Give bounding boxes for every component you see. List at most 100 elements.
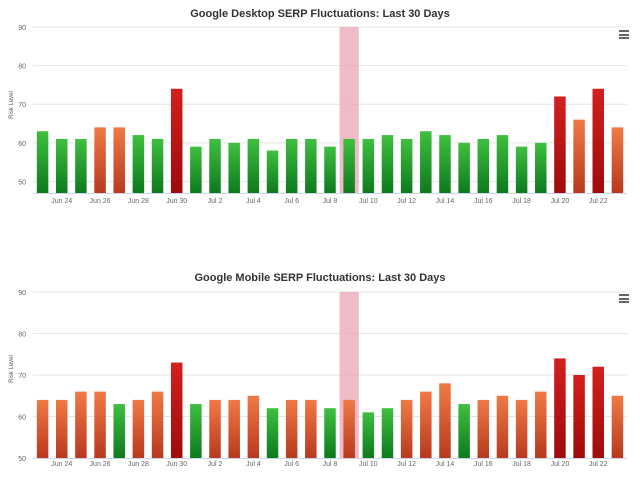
y-tick-label: 50 bbox=[18, 179, 26, 186]
x-tick-label: Jul 22 bbox=[589, 198, 608, 205]
bar[interactable] bbox=[573, 119, 585, 193]
y-tick-label: 80 bbox=[18, 332, 26, 339]
bar[interactable] bbox=[592, 88, 605, 193]
bar[interactable] bbox=[362, 138, 375, 193]
bar[interactable] bbox=[132, 399, 145, 458]
bar[interactable] bbox=[554, 96, 566, 193]
bar[interactable] bbox=[343, 399, 355, 458]
x-tick-label: Jul 12 bbox=[397, 198, 416, 205]
x-tick-label: Jun 28 bbox=[128, 198, 149, 205]
bar[interactable] bbox=[170, 362, 183, 458]
y-tick-label: 60 bbox=[18, 141, 26, 148]
y-tick-label: 70 bbox=[18, 102, 26, 109]
bar[interactable] bbox=[420, 391, 432, 458]
hamburger-menu-icon[interactable] bbox=[619, 294, 629, 303]
x-tick-label: Jul 6 bbox=[284, 198, 299, 205]
x-tick-label: Jul 14 bbox=[436, 461, 455, 468]
x-tick-label: Jul 16 bbox=[474, 198, 493, 205]
bar[interactable] bbox=[515, 399, 528, 458]
bar[interactable] bbox=[420, 131, 432, 193]
x-tick-label: Jul 18 bbox=[512, 461, 531, 468]
bar[interactable] bbox=[94, 391, 106, 458]
bar[interactable] bbox=[611, 127, 624, 193]
bar[interactable] bbox=[285, 399, 298, 458]
bar[interactable] bbox=[554, 358, 566, 458]
bar[interactable] bbox=[151, 138, 164, 193]
x-tick-label: Jul 8 bbox=[323, 461, 338, 468]
bar[interactable] bbox=[458, 142, 470, 193]
y-axis-title: Risk Level bbox=[9, 355, 15, 383]
bar[interactable] bbox=[266, 408, 279, 458]
bar[interactable] bbox=[247, 138, 260, 193]
bar[interactable] bbox=[113, 127, 125, 193]
bar[interactable] bbox=[305, 138, 317, 193]
bar[interactable] bbox=[55, 138, 68, 193]
bar[interactable] bbox=[209, 138, 221, 193]
bar[interactable] bbox=[305, 399, 317, 458]
x-tick-label: Jun 26 bbox=[90, 198, 111, 205]
y-tick-label: 60 bbox=[18, 415, 26, 422]
bar[interactable] bbox=[247, 395, 260, 458]
bar[interactable] bbox=[266, 150, 279, 193]
bar[interactable] bbox=[400, 138, 413, 193]
bar[interactable] bbox=[535, 391, 547, 458]
bar[interactable] bbox=[573, 375, 585, 458]
y-tick-label: 70 bbox=[18, 373, 26, 380]
y-axis-title: Risk Level bbox=[9, 91, 15, 119]
bar[interactable] bbox=[324, 408, 336, 458]
bar[interactable] bbox=[496, 395, 509, 458]
bar[interactable] bbox=[496, 135, 509, 193]
x-tick-label: Jun 30 bbox=[166, 461, 187, 468]
bar[interactable] bbox=[228, 399, 240, 458]
bar[interactable] bbox=[55, 399, 68, 458]
x-tick-label: Jul 22 bbox=[589, 461, 608, 468]
bar[interactable] bbox=[190, 404, 202, 458]
bar[interactable] bbox=[611, 395, 624, 458]
x-tick-label: Jul 10 bbox=[359, 461, 378, 468]
x-tick-label: Jul 16 bbox=[474, 461, 493, 468]
x-tick-label: Jul 20 bbox=[551, 198, 570, 205]
bar[interactable] bbox=[36, 399, 49, 458]
bar[interactable] bbox=[381, 408, 394, 458]
x-tick-label: Jun 24 bbox=[51, 198, 72, 205]
mobile-plot-area: 50 60 70 80 90 Risk Level Jun 24 Jun 26 Jun 28 Ju… bbox=[9, 290, 627, 468]
y-tick-label: 90 bbox=[18, 25, 26, 32]
bar[interactable] bbox=[458, 404, 470, 458]
hamburger-menu-icon[interactable] bbox=[619, 30, 629, 39]
x-tick-label: Jun 30 bbox=[166, 198, 187, 205]
bar[interactable] bbox=[381, 135, 394, 193]
bar[interactable] bbox=[209, 399, 221, 458]
x-tick-label: Jul 10 bbox=[359, 198, 378, 205]
mobile-serp-chart: Google Mobile SERP Fluctuations: Last 30… bbox=[0, 264, 640, 479]
bar[interactable] bbox=[439, 383, 451, 458]
chart-title: Google Desktop SERP Fluctuations: Last 3… bbox=[190, 8, 450, 20]
desktop-serp-chart: Google Desktop SERP Fluctuations: Last 3… bbox=[9, 8, 629, 205]
bar[interactable] bbox=[132, 135, 145, 193]
x-tick-label: Jun 26 bbox=[90, 461, 111, 468]
bar[interactable] bbox=[324, 146, 336, 193]
y-tick-label: 50 bbox=[18, 456, 26, 463]
bar[interactable] bbox=[285, 138, 298, 193]
x-tick-label: Jul 2 bbox=[208, 198, 223, 205]
bar[interactable] bbox=[75, 138, 87, 193]
x-tick-label: Jul 8 bbox=[323, 198, 338, 205]
bar[interactable] bbox=[343, 138, 355, 193]
bar[interactable] bbox=[535, 142, 547, 193]
bar[interactable] bbox=[94, 127, 106, 193]
bar[interactable] bbox=[113, 404, 125, 458]
bar[interactable] bbox=[439, 135, 451, 193]
bar[interactable] bbox=[75, 391, 87, 458]
bar[interactable] bbox=[151, 391, 164, 458]
bar[interactable] bbox=[477, 399, 490, 458]
bar[interactable] bbox=[515, 146, 528, 193]
x-tick-label: Jul 2 bbox=[208, 461, 223, 468]
bar[interactable] bbox=[228, 142, 240, 193]
bar[interactable] bbox=[362, 412, 375, 458]
bar[interactable] bbox=[592, 366, 605, 458]
bar[interactable] bbox=[190, 146, 202, 193]
bar[interactable] bbox=[170, 88, 183, 193]
x-tick-label: Jul 4 bbox=[246, 461, 261, 468]
bar[interactable] bbox=[477, 138, 490, 193]
bar[interactable] bbox=[36, 131, 49, 193]
bar[interactable] bbox=[400, 399, 413, 458]
